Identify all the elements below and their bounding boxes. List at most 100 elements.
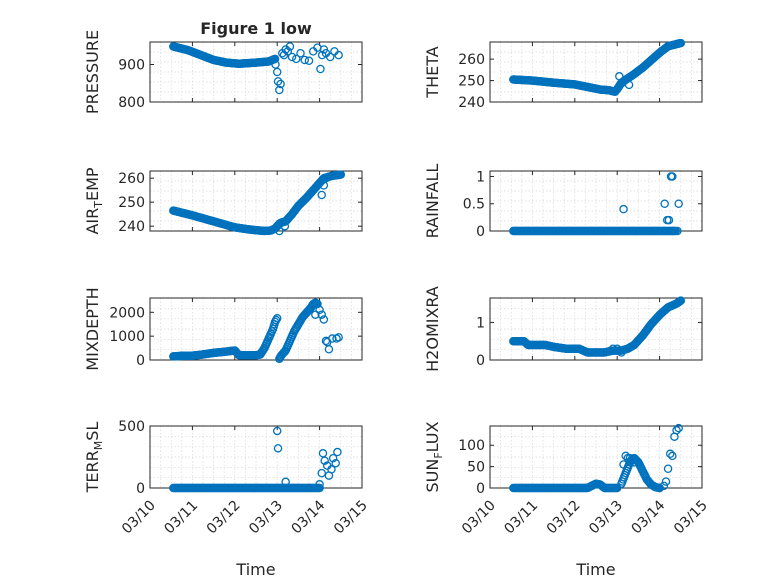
data-point xyxy=(272,314,282,323)
data-point xyxy=(668,451,677,461)
data-point xyxy=(334,50,343,60)
y-axis-label: PRESSURE xyxy=(83,30,102,114)
x-tick-label: 03/11 xyxy=(161,498,201,538)
y-axis-label: RAINFALL xyxy=(423,164,442,239)
x-tick-label: 03/12 xyxy=(204,498,244,538)
data-point xyxy=(612,483,622,493)
data-point xyxy=(273,77,283,86)
data-point xyxy=(272,67,282,77)
x-tick-label: 03/10 xyxy=(119,498,159,538)
subplot-7: 0 500 03/10 03/11 03/12 03/13 03/14 03/15 Time TE… xyxy=(83,419,371,579)
data-point xyxy=(311,310,320,319)
data-point xyxy=(619,204,628,214)
data-point xyxy=(315,305,324,315)
data-point xyxy=(317,190,326,200)
data-point xyxy=(661,477,671,486)
data-point xyxy=(304,56,314,66)
data-point xyxy=(315,480,324,489)
data-point xyxy=(275,85,284,95)
y-tick-label: 260 xyxy=(458,52,485,68)
data-point xyxy=(285,42,295,51)
series-markers xyxy=(509,423,683,493)
data-point xyxy=(674,423,683,433)
series-markers xyxy=(509,38,686,96)
y-tick-label: 2000 xyxy=(109,305,145,321)
data-point xyxy=(325,52,335,62)
y-tick-label: 1 xyxy=(476,315,485,331)
y-tick-label: 1 xyxy=(476,169,485,185)
series-markers xyxy=(169,42,343,95)
x-tick-label: 03/10 xyxy=(459,498,499,538)
x-tick-label: 03/14 xyxy=(629,497,669,537)
axes-box xyxy=(149,297,363,361)
data-point xyxy=(280,221,290,231)
data-point xyxy=(336,170,346,179)
axes-box xyxy=(149,41,363,103)
data-point xyxy=(320,456,329,465)
data-point xyxy=(283,214,293,224)
data-point xyxy=(676,38,686,48)
series-markers xyxy=(169,170,346,236)
data-point xyxy=(627,455,637,465)
x-tick-label: 03/15 xyxy=(331,498,371,538)
series-markers xyxy=(509,172,683,236)
data-point xyxy=(663,464,673,474)
data-point xyxy=(319,315,329,324)
data-point xyxy=(621,451,630,461)
data-point xyxy=(668,172,677,181)
y-tick-label: 250 xyxy=(118,195,145,211)
y-tick-label: 800 xyxy=(118,95,145,111)
y-tick-label: 1000 xyxy=(109,329,145,345)
data-point xyxy=(617,348,626,357)
subplot-2: 240 250 260 THETA xyxy=(423,38,703,111)
data-point xyxy=(334,333,343,342)
data-point xyxy=(619,460,628,469)
y-tick-label: 0 xyxy=(136,481,145,497)
y-tick-label: 500 xyxy=(118,419,145,435)
data-point xyxy=(315,483,324,493)
series-markers xyxy=(169,298,343,364)
subplot-6: 0 1 H2OMIXRA xyxy=(423,286,703,372)
data-point xyxy=(327,465,336,474)
data-point xyxy=(317,468,326,478)
axes-box xyxy=(489,297,703,361)
y-tick-label: 900 xyxy=(118,58,145,74)
data-point xyxy=(316,64,325,74)
data-point xyxy=(292,54,301,64)
data-point xyxy=(672,426,681,435)
y-tick-label: 0 xyxy=(136,353,145,369)
x-tick-label: 03/12 xyxy=(544,498,584,538)
x-axis-label: Time xyxy=(575,560,615,579)
y-tick-label: 260 xyxy=(118,171,145,187)
data-point xyxy=(665,449,675,459)
data-point xyxy=(655,483,664,493)
y-tick-label: 240 xyxy=(118,219,145,235)
series-markers xyxy=(509,296,686,357)
data-point xyxy=(300,55,310,65)
data-point xyxy=(331,458,340,468)
x-tick-label: 03/14 xyxy=(289,497,329,537)
data-point xyxy=(328,453,338,463)
x-axis-label: Time xyxy=(235,560,275,579)
data-point xyxy=(333,447,342,457)
y-axis-label: H2OMIXRA xyxy=(423,286,442,372)
data-point xyxy=(275,226,284,236)
data-point xyxy=(317,310,326,319)
data-point xyxy=(673,226,682,236)
data-point xyxy=(281,477,290,487)
y-tick-label: 0 xyxy=(476,481,485,497)
data-point xyxy=(324,345,334,354)
y-axis-label: TERRMSL xyxy=(83,422,105,494)
subplot-4: 0 0.5 1 RAINFALL xyxy=(423,164,703,240)
y-tick-label: 0.5 xyxy=(463,197,485,213)
axes-box xyxy=(489,41,703,103)
data-point xyxy=(629,458,639,467)
data-point xyxy=(271,60,280,69)
subplot-1: 800 900 PRESSURE Figure 1 low xyxy=(83,19,363,114)
data-point xyxy=(270,54,280,64)
chart-title: Figure 1 low xyxy=(200,19,312,38)
data-point xyxy=(287,52,297,62)
data-point xyxy=(276,79,285,89)
y-tick-label: 250 xyxy=(458,74,485,90)
data-point xyxy=(283,47,293,56)
